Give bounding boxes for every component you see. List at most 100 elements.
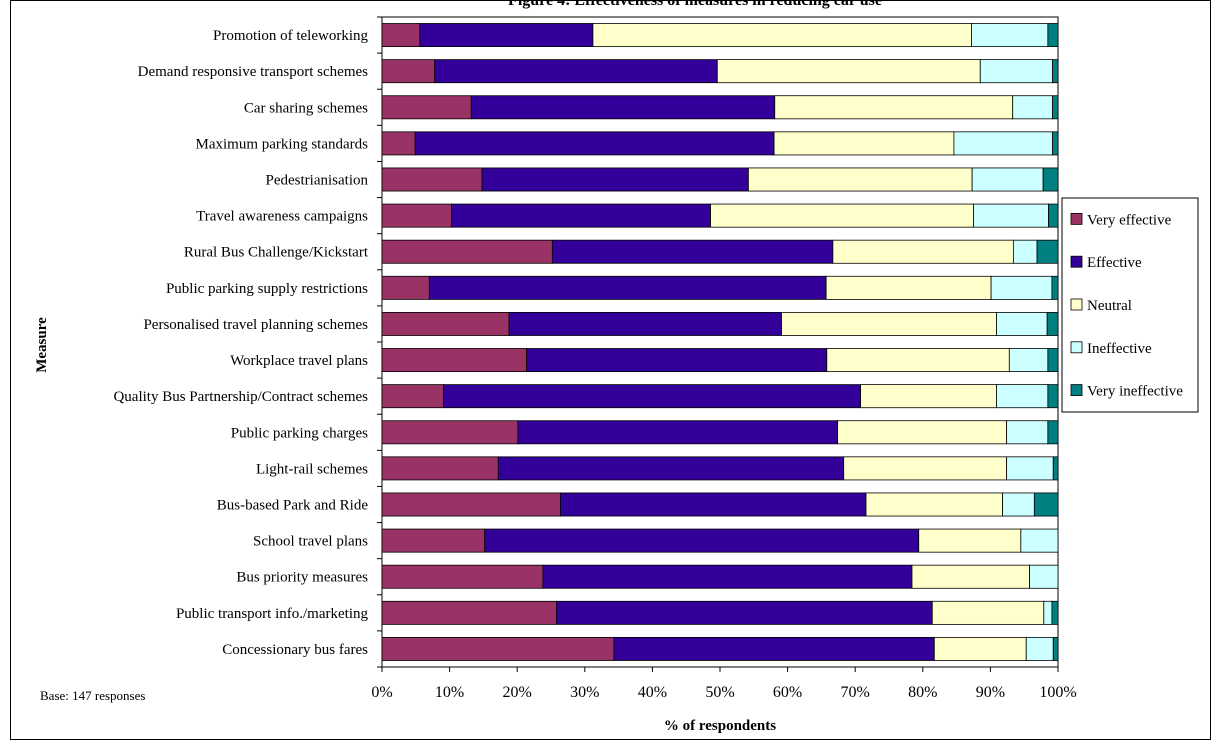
bar-segment: [381, 492, 561, 517]
bar-segment: [826, 348, 1010, 373]
legend-swatch: [1070, 298, 1083, 311]
category-label: Public transport info./marketing: [176, 606, 369, 622]
bar-segment: [613, 636, 935, 661]
category-label: Quality Bus Partnership/Contract schemes: [113, 389, 368, 405]
category-labels: Promotion of teleworking Demand responsiv…: [113, 28, 368, 658]
bar-segment: [773, 131, 955, 156]
bar-segment: [470, 95, 776, 120]
bar-segment: [484, 528, 920, 553]
bar-segment: [979, 59, 1053, 84]
category-label: Bus priority measures: [236, 570, 368, 586]
bar-segment: [381, 131, 416, 156]
legend-label: Effective: [1087, 255, 1142, 271]
bar-segment: [1048, 203, 1059, 228]
bar-segment: [825, 275, 992, 300]
legend-label: Very effective: [1087, 212, 1172, 228]
bar-segment: [1052, 95, 1059, 120]
legend-swatch: [1070, 384, 1083, 397]
x-tick-label: 40%: [638, 684, 667, 701]
x-tick-label: 60%: [773, 684, 802, 701]
bar-segment: [381, 348, 528, 373]
bar-segment: [1020, 528, 1059, 553]
category-label: Public parking supply restrictions: [166, 281, 368, 297]
bar-segment: [1052, 456, 1059, 481]
bar-segment: [1052, 131, 1059, 156]
x-tick-label: 80%: [908, 684, 937, 701]
plot-area-border: [381, 16, 1059, 668]
bar-segment: [381, 203, 453, 228]
bar-segment: [542, 564, 913, 589]
bar-segment: [508, 311, 782, 336]
bar-segment: [381, 636, 615, 661]
bar-segment: [381, 23, 421, 48]
bar-segment: [716, 59, 981, 84]
x-tick-label: 20%: [503, 684, 532, 701]
bar-segment: [971, 167, 1044, 192]
x-tick-label: 10%: [435, 684, 464, 701]
bar-segment: [1042, 167, 1059, 192]
category-label: Promotion of teleworking: [213, 28, 368, 44]
bar-segment: [953, 131, 1053, 156]
bar-segment: [1046, 311, 1059, 336]
legend-label: Ineffective: [1087, 341, 1152, 357]
bar-segment: [381, 420, 519, 445]
bar-segment: [996, 311, 1048, 336]
category-label: Pedestrianisation: [266, 173, 369, 189]
bar-segment: [1052, 636, 1059, 661]
bar-segment: [526, 348, 828, 373]
x-tick-label: 100%: [1039, 684, 1076, 701]
bar-segment: [434, 59, 718, 84]
x-tick-label: 90%: [976, 684, 1005, 701]
bar-segment: [710, 203, 974, 228]
bar-segment: [843, 456, 1008, 481]
bar-segment: [990, 275, 1053, 300]
category-label: School travel plans: [253, 534, 368, 550]
bar-segment: [1052, 59, 1059, 84]
category-label: Travel awareness campaigns: [196, 209, 368, 225]
bar-segment: [381, 564, 544, 589]
bar-segment: [451, 203, 711, 228]
bars: [381, 23, 1059, 661]
x-tick-label: 30%: [570, 684, 599, 701]
bar-segment: [860, 384, 997, 409]
category-label: Workplace travel plans: [230, 353, 368, 369]
bar-segment: [933, 636, 1027, 661]
category-label: Concessionary bus fares: [222, 642, 368, 658]
base-note: Base: 147 responses: [40, 688, 145, 703]
bar-segment: [1008, 348, 1049, 373]
bar-segment: [517, 420, 839, 445]
bar-segment: [971, 23, 1049, 48]
bar-segment: [1051, 275, 1059, 300]
category-label: Demand responsive transport schemes: [138, 64, 369, 80]
bar-segment: [381, 167, 483, 192]
category-label: Bus-based Park and Ride: [217, 498, 369, 514]
bar-segment: [592, 23, 972, 48]
legend-label: Neutral: [1087, 298, 1132, 314]
legend-swatch: [1070, 341, 1083, 354]
bar-segment: [1043, 600, 1053, 625]
bar-segment: [931, 600, 1045, 625]
legend-box: [1061, 197, 1199, 413]
x-tick-label: 70%: [841, 684, 870, 701]
bar-segment: [551, 239, 834, 264]
bar-segment: [837, 420, 1008, 445]
bar-segment: [1006, 456, 1054, 481]
bar-segment: [381, 59, 436, 84]
bar-segment: [443, 384, 862, 409]
x-tick-labels: 0% 10% 20% 30% 40% 50% 60% 70% 80% 90% 100%: [371, 684, 1076, 701]
bar-segment: [381, 456, 499, 481]
legend-label: Very ineffective: [1087, 384, 1183, 400]
bar-segment: [774, 95, 1014, 120]
bar-segment: [1002, 492, 1035, 517]
category-label: Maximum parking standards: [196, 136, 369, 152]
bar-segment: [996, 384, 1049, 409]
bar-segment: [1025, 636, 1054, 661]
category-label: Public parking charges: [231, 425, 368, 441]
category-label: Personalised travel planning schemes: [143, 317, 368, 333]
bar-segment: [1012, 95, 1053, 120]
category-label: Car sharing schemes: [244, 100, 368, 116]
legend-swatch: [1070, 255, 1083, 268]
bar-segment: [381, 600, 557, 625]
bar-segment: [747, 167, 973, 192]
category-label: Rural Bus Challenge/Kickstart: [184, 245, 369, 261]
